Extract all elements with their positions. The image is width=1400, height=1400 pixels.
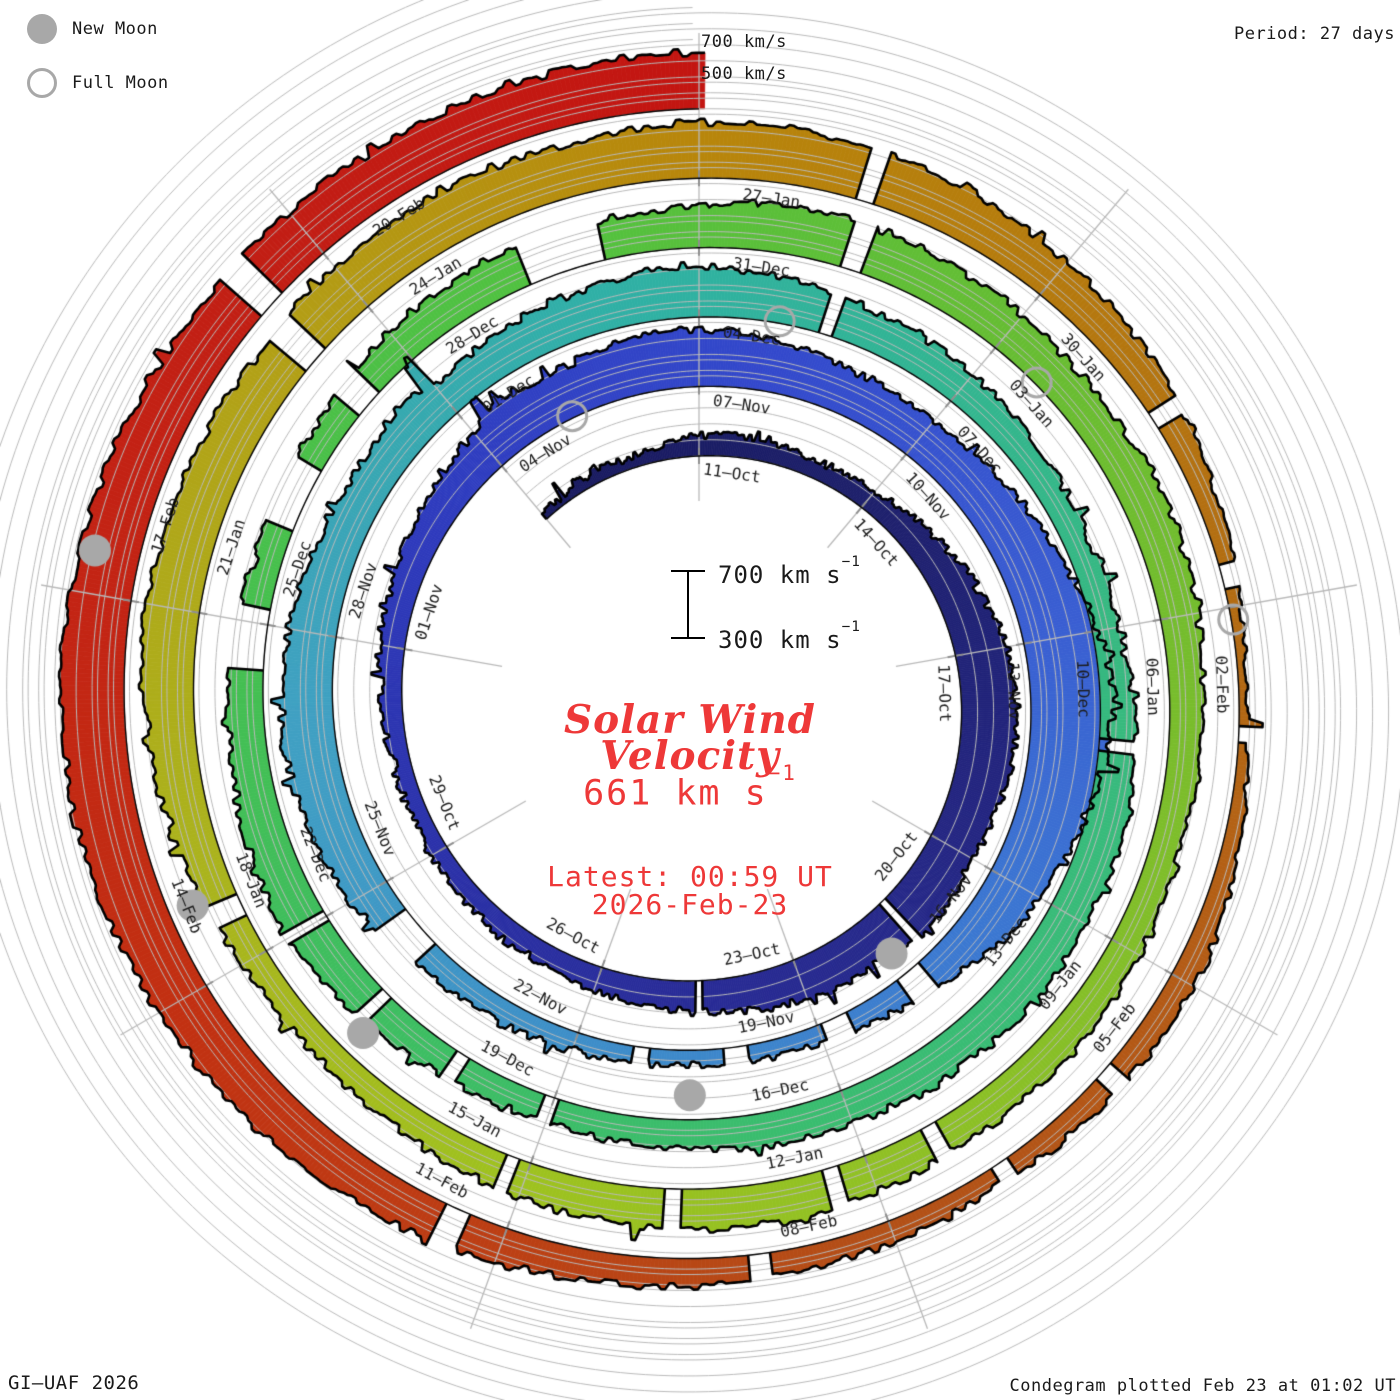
velocity-end-label-700: 700 km/s <box>701 32 787 52</box>
current-velocity-sup: −1 <box>767 761 797 786</box>
latest-time: Latest: 00:59 UT <box>547 860 833 893</box>
full-moon-icon <box>27 68 57 98</box>
scale-label-300-sup: −1 <box>841 619 861 636</box>
chart-title-line1: Solar Wind <box>564 697 816 743</box>
scale-label-700: 700 km s−1 <box>718 554 861 589</box>
scale-label-700-text: 700 km s <box>718 561 842 589</box>
legend-label-new-moon: New Moon <box>72 19 158 39</box>
chart-title-line2: Velocity <box>600 733 780 779</box>
scale-bar-bottom-cap <box>671 637 705 639</box>
legend-label-full-moon: Full Moon <box>72 73 169 93</box>
current-velocity-value: 661 km s−1 <box>410 761 970 814</box>
velocity-end-label-500: 500 km/s <box>701 64 787 84</box>
scale-label-700-sup: −1 <box>841 554 861 571</box>
credit-label: GI–UAF 2026 <box>8 1372 140 1394</box>
current-velocity-text: 661 km s <box>583 773 768 814</box>
scale-label-300: 300 km s−1 <box>718 619 861 654</box>
plotted-label: Condegram plotted Feb 23 at 01:02 UT <box>1009 1376 1396 1396</box>
scale-bar <box>687 570 689 639</box>
period-label: Period: 27 days <box>1233 24 1395 44</box>
scale-label-300-text: 300 km s <box>718 626 842 654</box>
new-moon-icon <box>27 14 57 44</box>
latest-date: 2026-Feb-23 <box>591 888 789 921</box>
